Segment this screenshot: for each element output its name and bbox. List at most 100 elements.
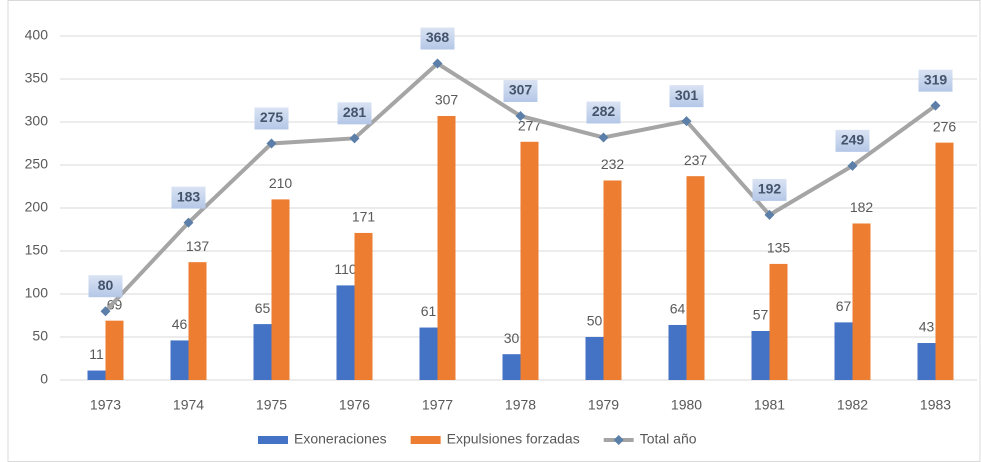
data-label: 65	[255, 300, 271, 316]
data-label-box	[503, 79, 538, 102]
legend-label: Total año	[640, 431, 697, 447]
bar	[852, 223, 871, 380]
data-label: 80	[98, 277, 114, 293]
marker	[266, 138, 277, 149]
data-label: 171	[352, 209, 376, 225]
bar	[87, 370, 106, 380]
data-label: 182	[850, 199, 874, 215]
marker	[764, 209, 775, 220]
marker	[681, 116, 692, 127]
data-label: 46	[172, 316, 188, 332]
legend-label: Expulsiones forzadas	[447, 431, 580, 447]
data-label: 192	[758, 181, 782, 197]
data-label-box	[254, 107, 289, 130]
x-tick-label: 1983	[920, 397, 951, 413]
bar	[354, 232, 373, 380]
data-label-box	[752, 178, 787, 201]
marker	[183, 217, 194, 228]
data-label: 210	[269, 175, 293, 191]
data-label: 64	[670, 301, 686, 317]
y-tick-label: 200	[25, 199, 49, 215]
data-label-box	[420, 27, 455, 50]
bar	[769, 263, 788, 380]
bar	[520, 141, 539, 380]
data-label: 249	[841, 132, 865, 148]
marker	[515, 110, 526, 121]
bar	[188, 262, 207, 380]
data-label-box	[171, 186, 206, 209]
x-tick-label: 1978	[505, 397, 536, 413]
bar	[686, 176, 705, 380]
data-label-box	[337, 102, 372, 125]
data-label-box	[88, 275, 123, 298]
x-tick-label: 1980	[671, 397, 702, 413]
data-label: 137	[186, 238, 210, 254]
x-tick-label: 1979	[588, 397, 619, 413]
bar	[917, 343, 936, 380]
data-label: 110	[334, 261, 357, 277]
bar	[603, 180, 622, 380]
marker	[349, 133, 360, 144]
bar	[437, 115, 456, 380]
y-tick-label: 400	[25, 27, 49, 43]
y-tick-label: 250	[25, 156, 49, 172]
data-label: 61	[421, 303, 437, 319]
x-tick-label: 1974	[173, 397, 204, 413]
bar	[935, 142, 954, 380]
marker	[847, 160, 858, 171]
legend-marker	[613, 435, 624, 445]
data-label: 30	[504, 330, 520, 346]
bar	[585, 337, 604, 380]
bar	[105, 320, 124, 380]
bar	[751, 330, 770, 380]
data-label: 276	[933, 118, 957, 134]
data-label-box	[586, 101, 621, 124]
data-label: 183	[177, 188, 201, 204]
x-tick-label: 1973	[90, 397, 121, 413]
chart-border	[7, 0, 981, 462]
bar	[271, 199, 290, 380]
data-label: 281	[343, 104, 367, 120]
marker	[598, 132, 609, 143]
y-tick-label: 100	[25, 285, 49, 301]
data-label: 307	[435, 92, 459, 108]
y-tick-label: 150	[25, 242, 49, 258]
data-label: 275	[260, 109, 284, 125]
data-label: 135	[767, 240, 791, 256]
bar	[253, 324, 272, 380]
data-label: 67	[836, 298, 852, 314]
x-tick-label: 1982	[837, 397, 868, 413]
x-tick-label: 1975	[256, 397, 287, 413]
data-label: 282	[592, 103, 616, 119]
data-label: 11	[89, 346, 104, 362]
x-tick-label: 1976	[339, 397, 370, 413]
marker	[432, 58, 443, 69]
legend-swatch	[410, 436, 441, 444]
data-label: 232	[601, 156, 625, 172]
y-tick-label: 350	[25, 70, 49, 86]
marker	[930, 100, 941, 111]
legend-label: Exoneraciones	[294, 431, 387, 447]
y-tick-label: 50	[32, 328, 48, 344]
marker	[100, 306, 111, 317]
x-tick-label: 1977	[422, 397, 453, 413]
data-label: 50	[587, 313, 603, 329]
data-label: 43	[919, 319, 935, 335]
bar	[502, 354, 521, 380]
data-label: 319	[924, 71, 948, 87]
data-label-box	[835, 129, 870, 152]
bar	[419, 327, 438, 380]
data-label: 368	[426, 29, 450, 45]
data-label: 57	[753, 307, 769, 323]
x-tick-label: 1981	[754, 397, 785, 413]
data-label: 237	[684, 152, 708, 168]
data-label: 307	[509, 82, 533, 98]
data-label-box	[669, 85, 704, 108]
bar	[668, 324, 687, 380]
bar	[834, 322, 853, 380]
y-tick-label: 0	[40, 371, 48, 387]
bar	[336, 285, 355, 380]
legend-swatch	[258, 436, 288, 444]
y-tick-label: 300	[25, 113, 49, 129]
